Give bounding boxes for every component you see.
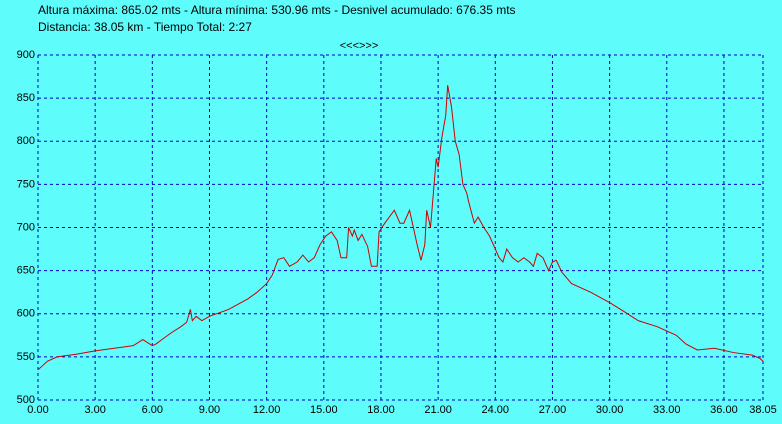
- y-tick-label: 800: [17, 135, 35, 147]
- x-tick-label: 9.00: [199, 404, 220, 416]
- x-tick-label: 3.00: [84, 404, 105, 416]
- distance-line: Distancia: 38.05 km - Tiempo Total: 2:27: [38, 20, 252, 34]
- elevation-line: [37, 85, 764, 371]
- x-tick-label: 27.00: [539, 404, 567, 416]
- y-tick-label: 550: [17, 351, 35, 363]
- x-tick-label: 38.05: [749, 404, 777, 416]
- y-tick-label: 500: [17, 394, 35, 406]
- y-tick-label: 700: [17, 221, 35, 233]
- x-tick-label: 6.00: [142, 404, 163, 416]
- x-tick-label: 21.00: [424, 404, 452, 416]
- x-tick-label: 18.00: [367, 404, 395, 416]
- summary-line: Altura máxima: 865.02 mts - Altura mínim…: [38, 3, 516, 17]
- x-tick-label: 36.00: [710, 404, 738, 416]
- x-tick-label: 15.00: [310, 404, 338, 416]
- x-tick-label: 24.00: [482, 404, 510, 416]
- y-tick-label: 850: [17, 92, 35, 104]
- y-tick-label: 900: [17, 49, 35, 61]
- x-tick-label: 33.00: [653, 404, 681, 416]
- nav-arrows[interactable]: <<<>>>: [340, 40, 379, 52]
- y-tick-label: 650: [17, 265, 35, 277]
- x-tick-label: 0.00: [27, 404, 48, 416]
- x-tick-label: 30.00: [596, 404, 624, 416]
- y-tick-label: 600: [17, 308, 35, 320]
- x-tick-label: 12.00: [253, 404, 281, 416]
- y-tick-label: 750: [17, 178, 35, 190]
